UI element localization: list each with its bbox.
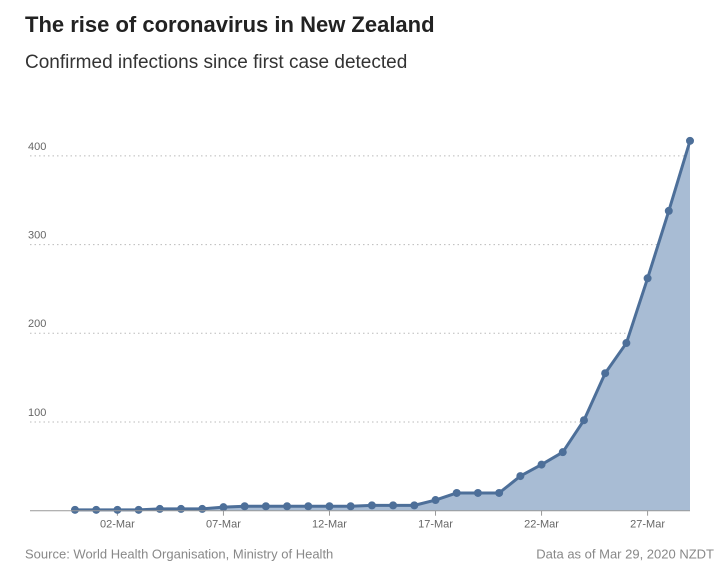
point [643, 274, 652, 283]
area [75, 140, 690, 511]
point [516, 472, 525, 481]
y-tick-label: 200 [28, 318, 46, 330]
point [686, 136, 694, 145]
point [410, 501, 419, 510]
point [558, 448, 567, 457]
x-tick-label: 02-Mar [100, 519, 135, 531]
point [177, 504, 186, 513]
point [537, 460, 546, 469]
point [325, 502, 334, 511]
point [240, 502, 249, 511]
point [71, 505, 79, 514]
source: Source: World Health Organisation, Minis… [25, 546, 333, 561]
point [473, 488, 482, 497]
x-tick-label: 12-Mar [312, 519, 347, 531]
y-tick-label: 100 [28, 407, 46, 419]
x-tick-label: 17-Mar [418, 519, 453, 531]
point [219, 503, 228, 512]
y-tick-label: 400 [28, 141, 46, 153]
x-tick-label: 07-Mar [206, 519, 241, 531]
chart-title: The rise of coronavirus in New Zealand [25, 12, 435, 37]
point [579, 416, 588, 425]
point [304, 502, 313, 511]
chart-subtitle: Confirmed infections since first case de… [25, 52, 407, 73]
y-tick-label: 300 [28, 230, 46, 242]
point [601, 369, 610, 378]
x-tick-label: 22-Mar [524, 519, 559, 531]
point [495, 488, 504, 497]
point [389, 501, 398, 510]
x-tick-label: 27-Mar [630, 519, 665, 531]
point [134, 505, 143, 514]
point [155, 504, 164, 513]
point [664, 206, 673, 215]
point [113, 505, 122, 514]
point [283, 502, 292, 511]
point [92, 505, 101, 514]
point [431, 496, 440, 505]
point [622, 339, 631, 348]
point [367, 501, 376, 510]
point [346, 502, 355, 511]
note: Data as of Mar 29, 2020 NZDT [536, 546, 714, 561]
point [261, 502, 270, 511]
point [198, 504, 207, 513]
point [452, 488, 461, 497]
